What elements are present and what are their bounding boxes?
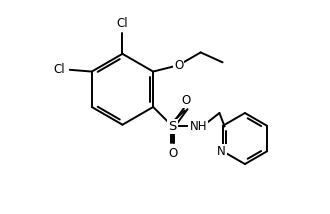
Text: Cl: Cl (117, 18, 128, 30)
Text: NH: NH (189, 120, 207, 133)
Text: Cl: Cl (53, 63, 64, 76)
Text: O: O (174, 59, 183, 72)
Text: O: O (182, 94, 191, 107)
Text: O: O (168, 147, 177, 160)
Text: S: S (169, 120, 177, 133)
Text: N: N (217, 145, 226, 158)
